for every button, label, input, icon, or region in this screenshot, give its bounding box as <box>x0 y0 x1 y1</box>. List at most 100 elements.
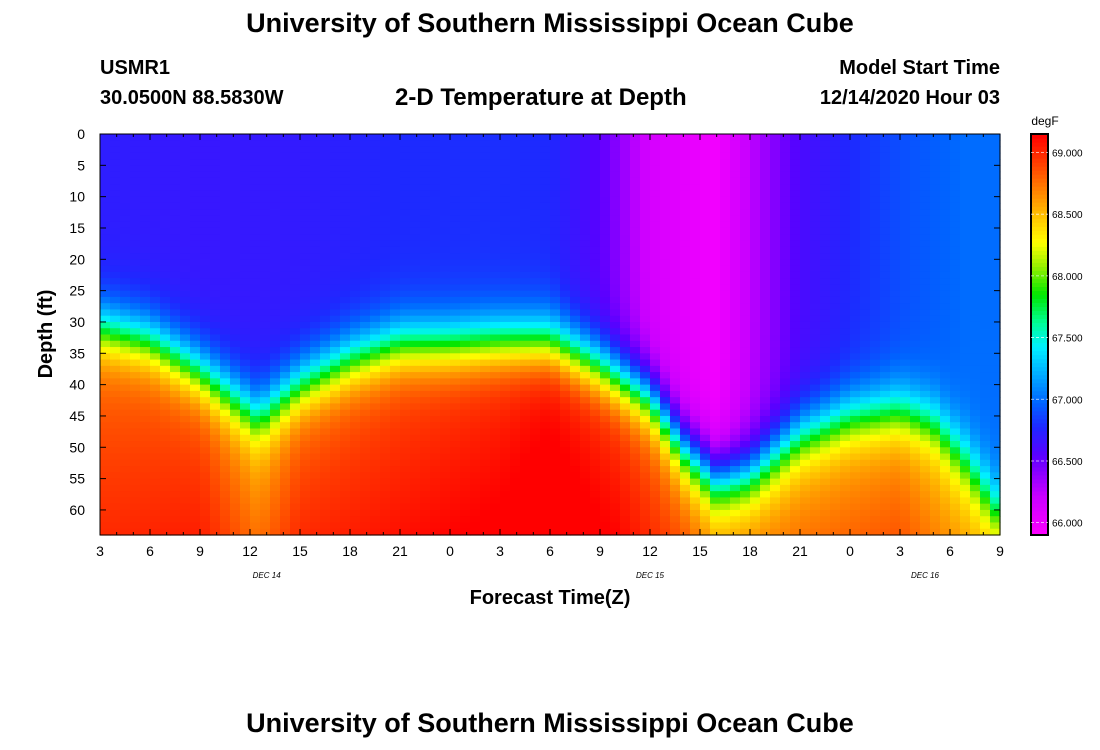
heatmap-cell <box>340 347 351 354</box>
heatmap-cell <box>810 453 821 461</box>
heatmap-cell <box>440 434 451 442</box>
heatmap-cell <box>600 227 611 235</box>
heatmap-cell <box>220 284 231 292</box>
heatmap-cell <box>540 484 551 492</box>
heatmap-cell <box>330 334 341 342</box>
heatmap-cell <box>180 447 191 455</box>
heatmap-cell <box>790 509 801 517</box>
heatmap-cell <box>360 227 371 235</box>
heatmap-cell <box>760 334 771 342</box>
heatmap-cell <box>870 315 881 323</box>
heatmap-cell <box>280 146 291 154</box>
heatmap-cell <box>720 528 731 536</box>
heatmap-cell <box>850 503 861 511</box>
heatmap-cell <box>610 522 621 530</box>
heatmap-cell <box>110 397 121 405</box>
heatmap-cell <box>240 453 251 461</box>
heatmap-cell <box>820 271 831 279</box>
heatmap-cell <box>420 159 431 166</box>
heatmap-cell <box>730 315 741 323</box>
heatmap-cell <box>480 271 491 279</box>
heatmap-cell <box>750 403 761 411</box>
heatmap-cell <box>690 522 701 530</box>
heatmap-cell <box>560 284 571 292</box>
heatmap-cell <box>720 334 731 342</box>
heatmap-cell <box>430 215 441 223</box>
heatmap-cell <box>180 359 191 367</box>
heatmap-cell <box>220 315 231 323</box>
heatmap-cell <box>730 209 741 217</box>
heatmap-cell <box>670 428 681 436</box>
heatmap-cell <box>520 397 531 405</box>
heatmap-cell <box>780 509 791 517</box>
heatmap-cell <box>340 159 351 166</box>
heatmap-cell <box>470 340 481 348</box>
heatmap-cell <box>380 390 391 398</box>
heatmap-cell <box>510 184 521 191</box>
heatmap-cell <box>790 403 801 411</box>
heatmap-cell <box>280 522 291 530</box>
heatmap-cell <box>670 478 681 486</box>
heatmap-cell <box>290 409 301 417</box>
heatmap-cell <box>430 384 441 392</box>
heatmap-cell <box>680 503 691 511</box>
heatmap-cell <box>250 159 261 166</box>
heatmap-cell <box>440 397 451 405</box>
heatmap-cell <box>690 196 701 204</box>
heatmap-cell <box>240 397 251 405</box>
heatmap-cell <box>280 227 291 235</box>
heatmap-cell <box>110 347 121 354</box>
heatmap-cell <box>680 240 691 248</box>
heatmap-cell <box>470 196 481 204</box>
heatmap-cell <box>600 234 611 242</box>
heatmap-cell <box>740 146 751 154</box>
heatmap-cell <box>120 528 131 536</box>
heatmap-cell <box>410 259 421 267</box>
heatmap-cell <box>790 365 801 373</box>
heatmap-cell <box>260 184 271 191</box>
heatmap-cell <box>150 209 161 217</box>
heatmap-cell <box>330 227 341 235</box>
heatmap-cell <box>560 296 571 304</box>
heatmap-cell <box>670 227 681 235</box>
heatmap-cell <box>290 234 301 242</box>
heatmap-cell <box>570 447 581 455</box>
heatmap-cell <box>760 328 771 336</box>
heatmap-cell <box>590 441 601 448</box>
heatmap-cell <box>810 459 821 467</box>
heatmap-cell <box>690 246 701 254</box>
heatmap-cell <box>600 328 611 336</box>
heatmap-cell <box>310 328 321 336</box>
heatmap-cell <box>230 296 241 304</box>
heatmap-cell <box>330 271 341 279</box>
heatmap-cell <box>280 309 291 317</box>
heatmap-cell <box>200 271 211 279</box>
heatmap-cell <box>750 190 761 198</box>
heatmap-cell <box>150 409 161 417</box>
heatmap-cell <box>760 428 771 436</box>
heatmap-cell <box>100 209 111 217</box>
heatmap-cell <box>810 215 821 223</box>
heatmap-cell <box>700 403 711 411</box>
heatmap-cell <box>670 447 681 455</box>
heatmap-cell <box>240 509 251 517</box>
heatmap-cell <box>650 253 661 260</box>
heatmap-cell <box>420 177 431 185</box>
heatmap-cell <box>310 234 321 242</box>
heatmap-cell <box>320 484 331 492</box>
heatmap-cell <box>700 240 711 248</box>
heatmap-cell <box>410 140 421 148</box>
heatmap-cell <box>460 253 471 260</box>
heatmap-cell <box>600 428 611 436</box>
heatmap-cell <box>270 321 281 329</box>
heatmap-cell <box>860 321 871 329</box>
heatmap-cell <box>120 359 131 367</box>
heatmap-cell <box>570 453 581 461</box>
heatmap-cell <box>700 466 711 473</box>
heatmap-cell <box>290 359 301 367</box>
heatmap-cell <box>650 359 661 367</box>
heatmap-cell <box>730 415 741 423</box>
heatmap-cell <box>270 491 281 499</box>
heatmap-cell <box>540 428 551 436</box>
heatmap-cell <box>460 278 471 285</box>
